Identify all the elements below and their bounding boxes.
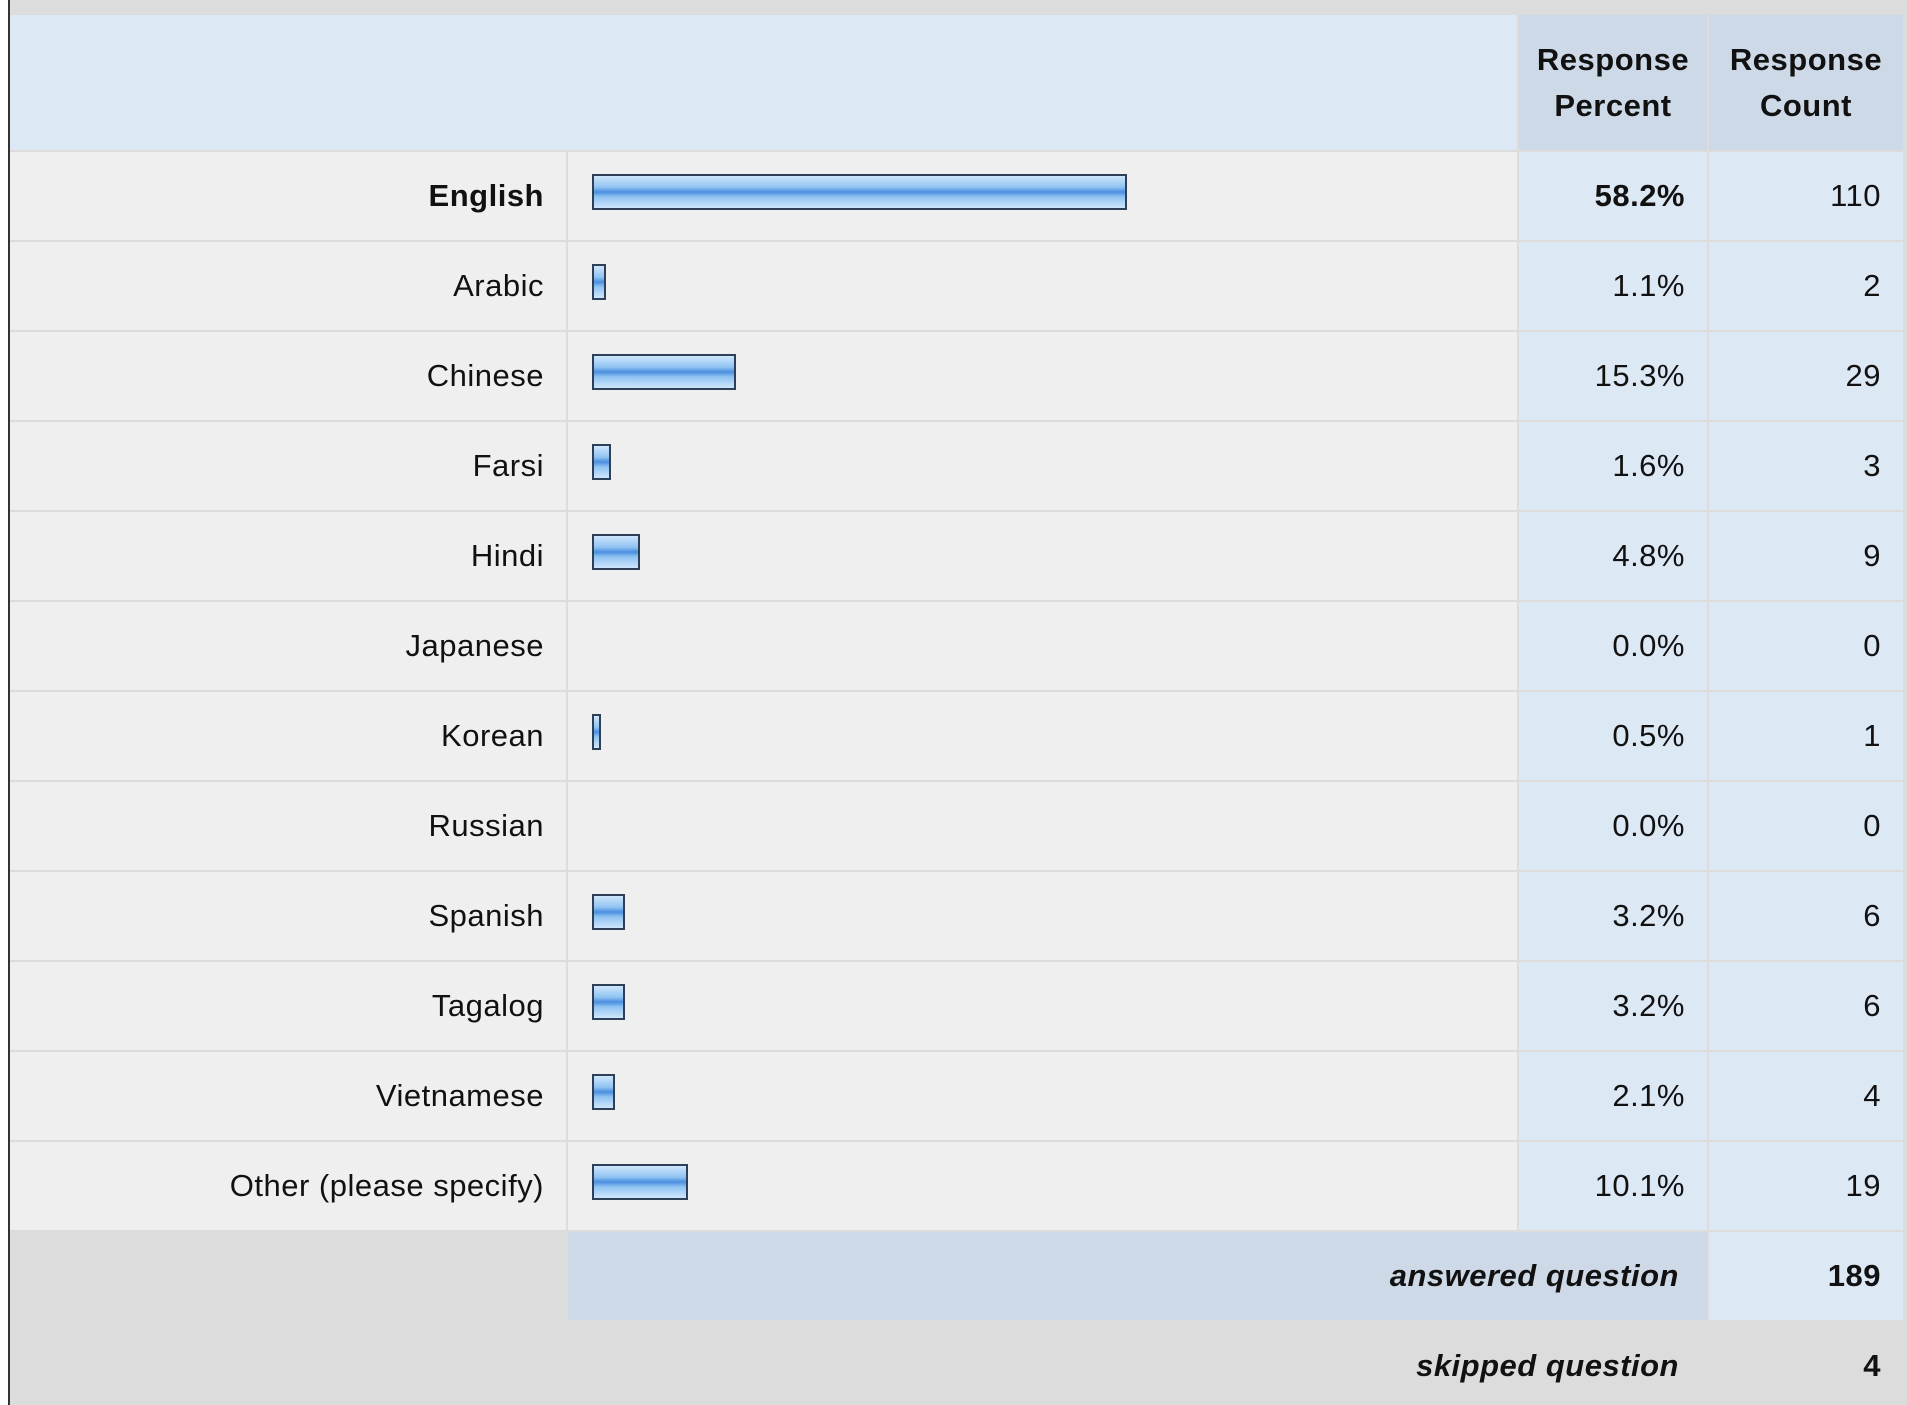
response-count: 19	[1709, 1142, 1903, 1230]
response-count: 29	[1709, 332, 1903, 420]
left-border	[8, 0, 10, 1405]
row-label: Other (please specify)	[10, 1142, 566, 1230]
bar	[592, 1164, 689, 1200]
response-count: 6	[1709, 962, 1903, 1050]
bar-cell	[568, 962, 1517, 1050]
response-count: 1	[1709, 692, 1903, 780]
footer-blank	[10, 1232, 566, 1320]
row-label: English	[10, 152, 566, 240]
column-header: Response Count	[1709, 15, 1903, 150]
response-count: 2	[1709, 242, 1903, 330]
response-percent: 3.2%	[1519, 962, 1707, 1050]
bar-cell	[568, 422, 1517, 510]
bar	[592, 444, 611, 480]
response-count: 9	[1709, 512, 1903, 600]
response-percent: 0.0%	[1519, 782, 1707, 870]
response-count: 0	[1709, 782, 1903, 870]
bar-cell	[568, 242, 1517, 330]
response-percent: 58.2%	[1519, 152, 1707, 240]
footer-count: 189	[1709, 1232, 1903, 1320]
response-percent: 15.3%	[1519, 332, 1707, 420]
bar	[592, 354, 736, 390]
response-percent: 0.0%	[1519, 602, 1707, 690]
bar	[592, 264, 607, 300]
row-label: Vietnamese	[10, 1052, 566, 1140]
bar-cell	[568, 872, 1517, 960]
footer-count: 4	[1709, 1322, 1903, 1405]
response-percent: 2.1%	[1519, 1052, 1707, 1140]
bar-cell	[568, 782, 1517, 870]
bar	[592, 1074, 616, 1110]
response-percent: 0.5%	[1519, 692, 1707, 780]
row-label: Farsi	[10, 422, 566, 510]
row-label: Hindi	[10, 512, 566, 600]
row-label: Arabic	[10, 242, 566, 330]
column-header: Response Percent	[1519, 15, 1707, 150]
header-blank	[10, 15, 1517, 150]
row-label: Russian	[10, 782, 566, 870]
bar-cell	[568, 1052, 1517, 1140]
bar	[592, 984, 626, 1020]
footer-label: skipped question	[568, 1322, 1707, 1405]
left-margin	[0, 0, 8, 1405]
bar-cell	[568, 512, 1517, 600]
bar	[592, 534, 640, 570]
response-percent: 10.1%	[1519, 1142, 1707, 1230]
response-count: 110	[1709, 152, 1903, 240]
response-percent: 1.1%	[1519, 242, 1707, 330]
row-label: Tagalog	[10, 962, 566, 1050]
bar	[592, 714, 601, 750]
response-count: 0	[1709, 602, 1903, 690]
footer-blank	[10, 1322, 566, 1405]
response-percent: 1.6%	[1519, 422, 1707, 510]
row-label: Japanese	[10, 602, 566, 690]
response-count: 3	[1709, 422, 1903, 510]
response-percent: 4.8%	[1519, 512, 1707, 600]
row-label: Korean	[10, 692, 566, 780]
bar	[592, 894, 626, 930]
bar-cell	[568, 1142, 1517, 1230]
bar-cell	[568, 602, 1517, 690]
bar-cell	[568, 692, 1517, 780]
response-percent: 3.2%	[1519, 872, 1707, 960]
response-count: 6	[1709, 872, 1903, 960]
row-label: Spanish	[10, 872, 566, 960]
row-label: Chinese	[10, 332, 566, 420]
bar	[592, 174, 1128, 210]
footer-label: answered question	[568, 1232, 1707, 1320]
response-count: 4	[1709, 1052, 1903, 1140]
